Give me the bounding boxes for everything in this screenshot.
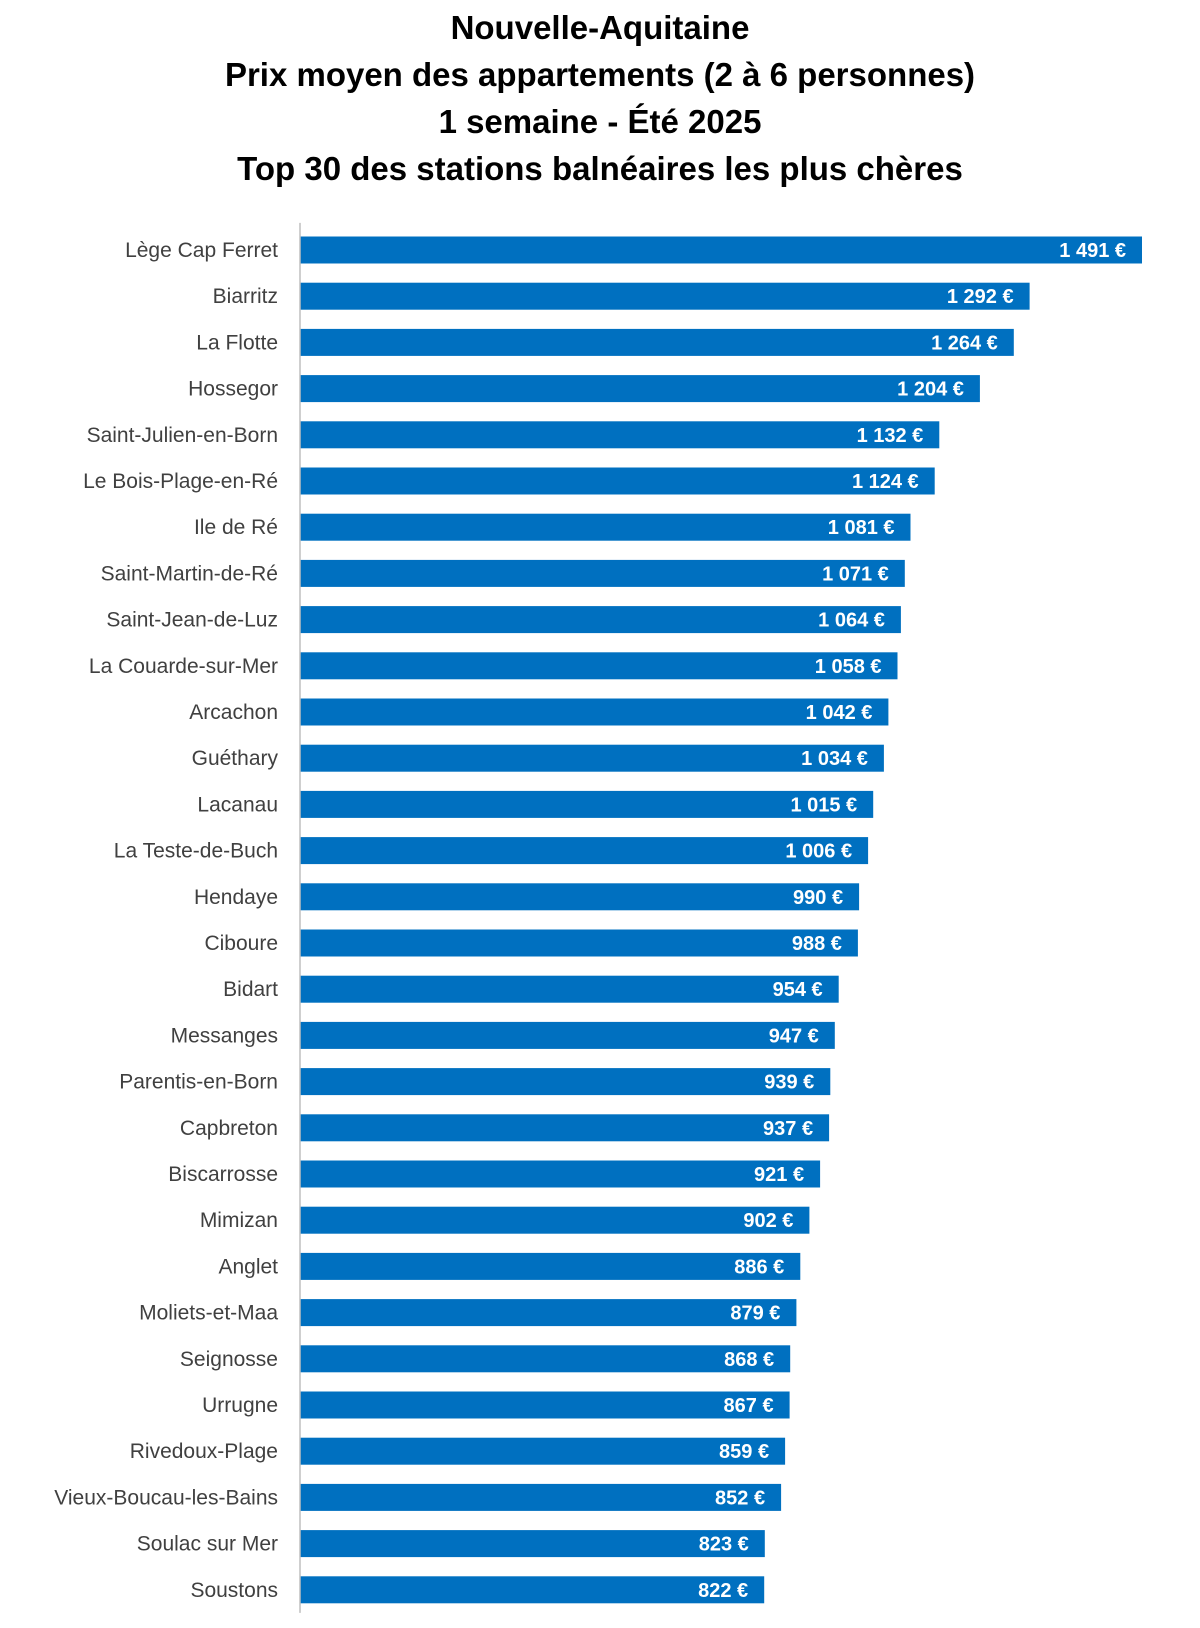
bar — [300, 652, 898, 680]
bar — [300, 790, 874, 818]
category-label: Saint-Julien-en-Born — [87, 424, 278, 447]
chart-title: Nouvelle-Aquitaine Prix moyen des appart… — [0, 4, 1200, 192]
bar — [300, 698, 889, 726]
bar — [300, 1483, 782, 1511]
value-label: 937 € — [763, 1118, 813, 1140]
value-label: 886 € — [734, 1256, 784, 1278]
category-label: Saint-Jean-de-Luz — [106, 609, 278, 632]
bar — [300, 1437, 786, 1465]
bar — [300, 744, 884, 772]
bar — [300, 1530, 765, 1558]
category-label: Capbreton — [180, 1117, 278, 1140]
value-label: 939 € — [764, 1072, 814, 1094]
bar — [300, 236, 1142, 264]
category-labels-layer: Lège Cap Ferret Biarritz La Flotte Hossegor… — [54, 239, 278, 1602]
value-label: 1 058 € — [815, 656, 882, 678]
value-label: 852 € — [715, 1487, 765, 1509]
bar — [300, 375, 980, 403]
bar — [300, 1114, 830, 1142]
category-label: Hossegor — [188, 378, 278, 401]
value-label: 1 015 € — [790, 794, 857, 816]
category-label: Biarritz — [213, 285, 278, 308]
bar — [300, 1206, 810, 1234]
category-label: Ile de Ré — [194, 516, 278, 539]
bar — [300, 1299, 797, 1327]
value-label: 1 034 € — [801, 748, 868, 770]
bar — [300, 1068, 831, 1096]
category-label: Moliets-et-Maa — [139, 1302, 278, 1325]
bar — [300, 328, 1014, 356]
category-label: Rivedoux-Plage — [130, 1440, 278, 1463]
bar — [300, 1160, 821, 1188]
bar — [300, 1345, 791, 1373]
category-label: La Flotte — [196, 331, 278, 354]
category-label: Arcachon — [189, 701, 278, 724]
category-label: Hendaye — [194, 886, 278, 909]
chart-title-line-1: Nouvelle-Aquitaine — [450, 9, 750, 46]
category-label: La Couarde-sur-Mer — [89, 655, 278, 678]
value-label: 1 071 € — [822, 563, 889, 585]
value-label: 921 € — [754, 1164, 804, 1186]
category-label: Seignosse — [180, 1348, 278, 1371]
bar — [300, 421, 940, 449]
category-label: Soulac sur Mer — [137, 1533, 278, 1556]
value-label: 859 € — [719, 1441, 769, 1463]
category-label: Bidart — [223, 978, 278, 1001]
value-label: 1 042 € — [806, 702, 873, 724]
bar — [300, 929, 858, 957]
value-label: 1 081 € — [828, 517, 895, 539]
value-label: 988 € — [792, 933, 842, 955]
value-label: 867 € — [724, 1395, 774, 1417]
bar — [300, 1252, 801, 1280]
category-label: Vieux-Boucau-les-Bains — [54, 1486, 278, 1509]
value-label: 947 € — [769, 1025, 819, 1047]
value-label: 1 006 € — [785, 841, 852, 863]
bar — [300, 559, 905, 587]
bar — [300, 837, 869, 865]
value-label: 1 132 € — [857, 425, 924, 447]
bar — [300, 883, 860, 911]
category-label: Biscarrosse — [168, 1163, 278, 1186]
value-label: 1 064 € — [818, 610, 885, 632]
category-label: Anglet — [218, 1255, 278, 1278]
category-label: Urrugne — [202, 1394, 278, 1417]
category-label: Saint-Martin-de-Ré — [101, 562, 278, 585]
bar — [300, 1021, 835, 1049]
value-label: 822 € — [698, 1580, 748, 1602]
category-label: Mimizan — [200, 1209, 278, 1232]
bar — [300, 513, 911, 541]
value-label: 1 204 € — [897, 379, 964, 401]
chart-title-line-3: 1 semaine - Été 2025 — [438, 103, 762, 140]
value-label: 868 € — [724, 1349, 774, 1371]
bars-layer — [300, 236, 1142, 1604]
bar — [300, 606, 901, 634]
category-label: Le Bois-Plage-en-Ré — [83, 470, 278, 493]
value-label: 1 292 € — [947, 286, 1014, 308]
value-label: 990 € — [793, 887, 843, 909]
bar — [300, 1576, 765, 1604]
category-label: Ciboure — [204, 932, 278, 955]
chart-title-line-4: Top 30 des stations balnéaires les plus … — [237, 150, 963, 187]
bar — [300, 1391, 790, 1419]
value-label: 954 € — [773, 979, 823, 1001]
value-label: 1 124 € — [852, 471, 919, 493]
value-label: 1 264 € — [931, 332, 998, 354]
bar — [300, 975, 839, 1003]
value-label: 1 491 € — [1059, 240, 1126, 262]
value-label: 823 € — [699, 1534, 749, 1556]
category-label: Lacanau — [197, 793, 278, 816]
value-label: 879 € — [730, 1303, 780, 1325]
category-label: La Teste-de-Buch — [114, 840, 278, 863]
chart-title-line-2: Prix moyen des appartements (2 à 6 perso… — [224, 56, 976, 93]
category-label: Messanges — [171, 1024, 278, 1047]
category-label: Parentis-en-Born — [119, 1071, 278, 1094]
bar — [300, 282, 1030, 310]
category-label: Soustons — [190, 1579, 278, 1602]
value-label: 902 € — [743, 1210, 793, 1232]
bar — [300, 467, 935, 495]
category-label: Lège Cap Ferret — [125, 239, 278, 262]
value-labels-layer: 1 491 € 1 292 € 1 264 € 1 204 € 1 132 € 1 124… — [698, 240, 1126, 1602]
category-label: Guéthary — [192, 747, 279, 770]
